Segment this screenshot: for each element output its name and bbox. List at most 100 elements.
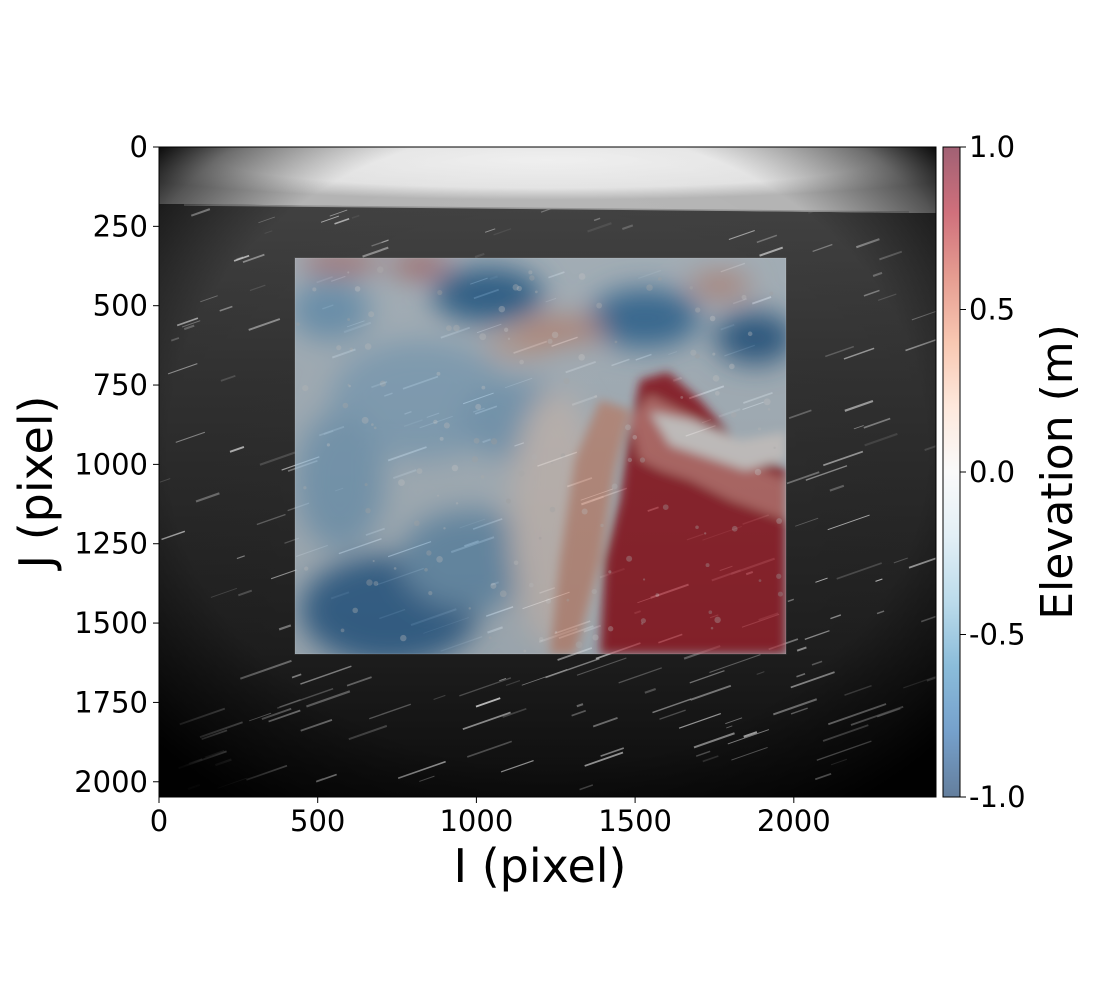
- surface-speckle: [695, 525, 699, 530]
- surface-speckle: [518, 470, 525, 477]
- surface-speckle: [471, 456, 479, 463]
- surface-speckle: [710, 626, 714, 630]
- surface-speckle: [657, 276, 662, 281]
- surface-speckle: [349, 347, 354, 352]
- colorbar-gradient: [943, 147, 960, 797]
- surface-speckle: [545, 598, 552, 604]
- surface-speckle: [439, 436, 444, 441]
- surface-speckle: [640, 618, 646, 624]
- surface-speckle: [747, 331, 753, 337]
- surface-speckle: [632, 435, 638, 440]
- surface-speckle: [538, 636, 544, 642]
- surface-speckle: [596, 302, 603, 309]
- colorbar-tick-label: -0.5: [969, 618, 1026, 652]
- trough-blob: [295, 280, 370, 340]
- surface-speckle: [639, 457, 646, 463]
- surface-speckle: [371, 423, 374, 426]
- surface-speckle: [642, 578, 646, 581]
- surface-speckle: [551, 331, 559, 339]
- surface-speckle: [365, 507, 371, 514]
- x-tick-label: 1000: [439, 804, 513, 838]
- surface-speckle: [326, 443, 331, 447]
- surface-speckle: [758, 579, 762, 583]
- surface-speckle: [560, 453, 566, 458]
- surface-speckle: [513, 560, 519, 565]
- surface-speckle: [714, 616, 721, 624]
- y-tick-label: 1750: [74, 685, 148, 719]
- y-tick-label: 1250: [74, 527, 148, 561]
- surface-speckle: [528, 582, 534, 588]
- surface-speckle: [312, 287, 317, 292]
- surface-speckle: [754, 468, 762, 476]
- surface-speckle: [436, 556, 443, 563]
- surface-speckle: [690, 349, 697, 356]
- surface-speckle: [468, 607, 471, 610]
- surface-speckle: [712, 375, 720, 382]
- trough-blob: [400, 510, 540, 610]
- surface-speckle: [342, 402, 349, 409]
- colorbar-tick-label: 0.0: [969, 455, 1015, 489]
- surface-speckle: [581, 508, 588, 515]
- colorbar-tick-label: -1.0: [969, 780, 1026, 814]
- surface-speckle: [563, 377, 570, 385]
- surface-speckle: [594, 394, 598, 398]
- elevation-overlay: [295, 258, 786, 654]
- surface-speckle: [368, 311, 375, 318]
- surface-speckle: [393, 567, 397, 570]
- surface-speckle: [503, 327, 509, 332]
- colorbar-tick-label: 0.5: [969, 293, 1015, 327]
- surface-speckle: [366, 579, 373, 586]
- surface-speckle: [436, 494, 440, 497]
- surface-speckle: [776, 518, 782, 524]
- surface-speckle: [507, 337, 511, 341]
- surface-speckle: [364, 483, 368, 487]
- surface-speckle: [763, 398, 771, 406]
- surface-speckle: [680, 395, 684, 399]
- surface-speckle: [614, 340, 618, 344]
- crest-blob: [390, 258, 450, 274]
- y-tick-label: 2000: [74, 765, 148, 799]
- surface-speckle: [705, 563, 710, 568]
- surface-speckle: [453, 324, 460, 332]
- y-tick-label: 500: [93, 289, 148, 323]
- surface-speckle: [538, 536, 542, 540]
- surface-speckle: [303, 486, 307, 490]
- surface-speckle: [578, 273, 586, 280]
- surface-speckle: [455, 502, 459, 505]
- trough-blob: [295, 410, 385, 550]
- surface-speckle: [611, 483, 618, 490]
- overlay-texture: [296, 266, 783, 653]
- surface-speckle: [481, 385, 486, 390]
- surface-speckle: [443, 422, 450, 429]
- y-tick-label: 750: [93, 368, 148, 402]
- surface-speckle: [433, 419, 438, 425]
- surface-speckle: [662, 504, 669, 511]
- surface-speckle: [400, 634, 407, 642]
- surface-speckle: [436, 371, 441, 376]
- surface-speckle: [475, 403, 482, 410]
- surface-speckle: [443, 527, 446, 530]
- colorbar-label: Elevation (m): [1032, 324, 1083, 620]
- surface-speckle: [480, 474, 485, 479]
- surface-speckle: [757, 427, 762, 431]
- trough-blob: [433, 267, 543, 323]
- surface-speckle: [379, 380, 387, 387]
- surface-speckle: [773, 446, 776, 450]
- surface-speckle: [550, 461, 554, 464]
- surface-speckle: [708, 610, 713, 615]
- overlay-frame: [294, 257, 787, 655]
- surface-speckle: [592, 634, 599, 641]
- surface-speckle: [302, 384, 309, 392]
- surface-speckle: [519, 359, 524, 365]
- surface-speckle: [712, 352, 716, 356]
- surface-speckle: [704, 532, 707, 535]
- surface-speckle: [607, 626, 614, 632]
- surface-speckle: [296, 322, 300, 326]
- surface-speckle: [376, 266, 384, 273]
- surface-speckle: [531, 454, 538, 460]
- surface-speckle: [512, 284, 519, 291]
- surface-speckle: [640, 622, 644, 625]
- surface-speckle: [767, 408, 771, 411]
- surface-speckle: [608, 570, 612, 574]
- crest-blob: [690, 275, 750, 295]
